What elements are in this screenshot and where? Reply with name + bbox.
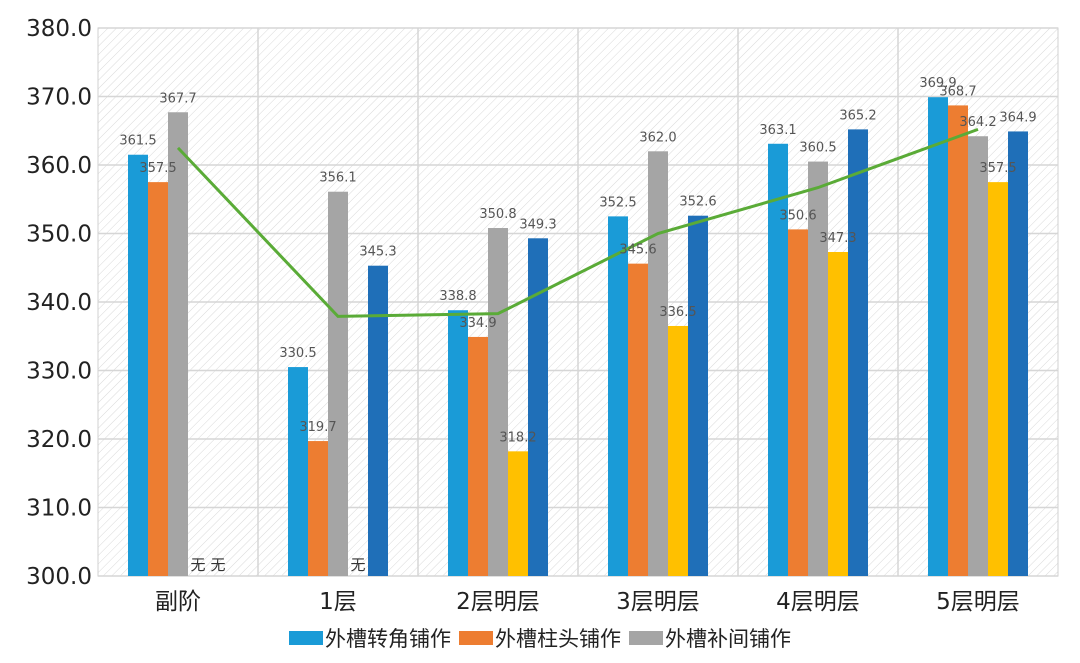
bar — [848, 129, 868, 576]
trend-line-path — [176, 127, 979, 318]
bar — [968, 136, 988, 577]
y-tick-label: 340.0 — [26, 290, 92, 316]
data-label: 365.2 — [839, 108, 876, 123]
x-tick-label: 1层 — [319, 589, 357, 615]
data-label: 330.5 — [279, 346, 316, 361]
legend-label-corner: 外槽转角铺作 — [325, 627, 451, 651]
bar — [328, 191, 348, 576]
x-tick-label: 5层明层 — [936, 589, 1020, 615]
bar — [308, 441, 328, 576]
data-label: 363.1 — [759, 123, 796, 138]
data-label: 350.6 — [779, 208, 816, 223]
legend-swatch-corner — [289, 631, 323, 645]
bar — [508, 451, 528, 576]
data-label: 334.9 — [459, 316, 496, 331]
bar — [608, 216, 628, 576]
y-tick-label: 370.0 — [26, 85, 92, 111]
data-label: 319.7 — [299, 420, 336, 435]
bar — [988, 182, 1008, 576]
no-data-label: 无 — [350, 556, 365, 574]
bar — [668, 325, 688, 576]
bars — [128, 97, 1028, 577]
data-label: 364.9 — [999, 110, 1036, 125]
data-label: 338.8 — [439, 289, 476, 304]
bar — [768, 143, 788, 576]
data-label: 318.2 — [499, 430, 536, 445]
data-label: 357.5 — [979, 161, 1016, 176]
legend-label-intercolumn: 外槽补间铺作 — [665, 627, 791, 651]
y-tick-label: 380.0 — [26, 16, 92, 42]
data-label: 356.1 — [319, 171, 356, 186]
bar — [488, 228, 508, 576]
x-tick-label: 3层明层 — [616, 589, 700, 615]
data-label: 369.9 — [919, 76, 956, 91]
data-label: 361.5 — [119, 134, 156, 149]
y-tick-label: 360.0 — [26, 153, 92, 179]
bar — [828, 251, 848, 576]
bar — [1008, 131, 1028, 576]
data-label: 357.5 — [139, 161, 176, 176]
bar — [948, 105, 968, 576]
data-label: 345.6 — [619, 243, 656, 258]
y-tick-label: 350.0 — [26, 222, 92, 248]
bar — [168, 112, 188, 576]
no-data-label: 无 — [210, 556, 225, 574]
data-label: 352.5 — [599, 195, 636, 210]
bar — [808, 161, 828, 576]
data-label: 360.5 — [799, 141, 836, 156]
bar — [288, 367, 308, 576]
y-tick-label: 300.0 — [26, 564, 92, 590]
bar — [628, 263, 648, 576]
data-label: 349.3 — [519, 217, 556, 232]
legend-swatch-intercolumn — [629, 631, 663, 645]
bar — [148, 182, 168, 576]
bar — [128, 154, 148, 576]
legend-swatch-column-head — [459, 631, 493, 645]
y-axis: 300.0 310.0 320.0 330.0 340.0 350.0 360.0 370.0… — [26, 16, 92, 590]
data-label: 345.3 — [359, 245, 396, 260]
bar — [648, 151, 668, 577]
x-tick-label: 2层明层 — [456, 589, 540, 615]
y-tick-label: 330.0 — [26, 359, 92, 385]
trend-line — [176, 127, 979, 318]
legend-item-column-head: 外槽柱头铺作 — [459, 623, 621, 653]
bar — [368, 265, 388, 576]
bar — [788, 229, 808, 576]
y-tick-label: 310.0 — [26, 496, 92, 522]
gridlines — [98, 27, 1058, 577]
data-label: 352.6 — [679, 195, 716, 210]
data-label: 362.0 — [639, 130, 676, 145]
legend: 外槽转角铺作 外槽柱头铺作 外槽补间铺作 — [0, 618, 1080, 658]
legend-item-corner: 外槽转角铺作 — [289, 623, 451, 653]
legend-label-column-head: 外槽柱头铺作 — [495, 627, 621, 651]
data-label: 350.8 — [479, 207, 516, 222]
data-label: 336.5 — [659, 305, 696, 320]
x-tick-label: 4层明层 — [776, 589, 860, 615]
x-axis: 副阶 1层 2层明层 3层明层 4层明层 5层明层 — [155, 589, 1020, 615]
bar-chart: 300.0 310.0 320.0 330.0 340.0 350.0 360.0 370.0… — [26, 16, 1059, 615]
y-tick-label: 320.0 — [26, 427, 92, 453]
data-label: 367.7 — [159, 91, 196, 106]
data-label: 364.2 — [959, 115, 996, 130]
bar — [928, 97, 948, 576]
no-data-label: 无 — [190, 556, 205, 574]
legend-item-intercolumn: 外槽补间铺作 — [629, 623, 791, 653]
x-tick-label: 副阶 — [155, 589, 201, 615]
bar — [468, 336, 488, 576]
bar — [688, 215, 708, 576]
data-label: 347.3 — [819, 231, 856, 246]
bar — [448, 310, 468, 576]
bar — [528, 238, 548, 577]
data-label: 368.7 — [939, 84, 976, 99]
